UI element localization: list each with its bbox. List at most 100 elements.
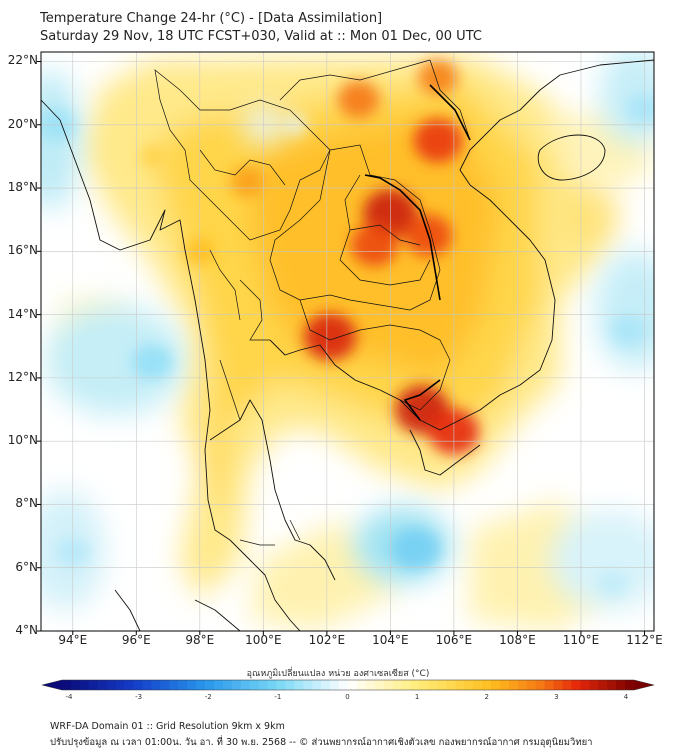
colorbar-segment bbox=[222, 680, 233, 690]
colorbar-segment bbox=[580, 680, 590, 690]
colorbar-segment bbox=[213, 680, 224, 690]
plot-frame bbox=[40, 51, 655, 632]
lat-label: 22°N bbox=[7, 53, 38, 68]
colorbar-segment bbox=[133, 680, 143, 690]
colorbar-min-arrow bbox=[42, 680, 62, 690]
colorbar-segment bbox=[598, 680, 608, 690]
colorbar-segment bbox=[491, 680, 501, 690]
coldspot-layer bbox=[41, 93, 654, 598]
colorbar-segment bbox=[419, 680, 429, 690]
colorbar-segment bbox=[616, 680, 626, 690]
colorbar-segment bbox=[482, 680, 492, 690]
colorbar-segment bbox=[410, 680, 420, 690]
colorbar-segment bbox=[321, 680, 331, 690]
colorbar-segment bbox=[187, 680, 197, 690]
hotspot-1 bbox=[350, 223, 398, 267]
colorbar-tick-label: -3 bbox=[135, 693, 143, 701]
lat-label: 16°N bbox=[7, 243, 38, 258]
colorbar-segment bbox=[544, 680, 554, 690]
hotspot-8 bbox=[418, 59, 458, 96]
hotspot-6 bbox=[413, 118, 463, 163]
lon-label: 102°E bbox=[308, 633, 346, 647]
colorbar-segment bbox=[178, 680, 188, 690]
colorbar-frame bbox=[41, 679, 655, 691]
hotspot-5 bbox=[303, 313, 357, 361]
lat-label: 18°N bbox=[7, 180, 38, 195]
lon-label: 112°E bbox=[626, 633, 663, 647]
colorbar-segment bbox=[365, 680, 376, 690]
colorbar-segment bbox=[446, 680, 456, 690]
colorbar-segment bbox=[589, 680, 599, 690]
lat-label: 4°N bbox=[15, 623, 38, 637]
colorbar-max-arrow bbox=[634, 680, 654, 690]
colorbar-segment bbox=[508, 680, 519, 690]
footer-model-info: WRF-DA Domain 01 :: Grid Resolution 9km … bbox=[50, 721, 285, 732]
colorbar-tick-label: 3 bbox=[554, 693, 559, 701]
colorbar-segment bbox=[124, 680, 134, 690]
coldspot-1 bbox=[131, 344, 173, 380]
colorbar-segment bbox=[249, 680, 260, 690]
colorbar-tick-label: -4 bbox=[65, 693, 73, 701]
colorbar-tick-label: 0 bbox=[345, 693, 350, 701]
colorbar-segment bbox=[562, 680, 572, 690]
lat-label: 12°N bbox=[7, 369, 38, 384]
colorbar-segment bbox=[401, 680, 411, 690]
axis-ticks bbox=[37, 60, 645, 635]
colorbar-segment bbox=[339, 680, 349, 690]
lon-label: 96°E bbox=[121, 633, 151, 647]
colorbar-segment bbox=[499, 680, 510, 690]
colorbar-segment bbox=[455, 680, 465, 690]
coldspot-5 bbox=[596, 569, 629, 598]
colorbar-segment bbox=[205, 680, 215, 690]
colorbar-segment bbox=[267, 680, 277, 690]
colorbar-segment bbox=[428, 680, 438, 690]
national-borders-bold bbox=[364, 84, 471, 421]
colorbar-segment bbox=[70, 680, 81, 690]
country-borders bbox=[154, 59, 471, 546]
colorbar-title: อุณหภูมิเปลี่ยนแปลง หน่วย องศาเซลเซียส (… bbox=[246, 669, 430, 679]
colorbar-segment bbox=[571, 680, 581, 690]
colorbar-segment bbox=[285, 680, 295, 690]
colorbar bbox=[41, 679, 655, 691]
colorbar-segment bbox=[240, 680, 251, 690]
colorbar-tick-label: 2 bbox=[484, 693, 489, 701]
hotspot-11 bbox=[141, 146, 164, 167]
colorbar-segment bbox=[464, 680, 474, 690]
coldspot-0 bbox=[391, 527, 441, 570]
colorbar-segment bbox=[356, 680, 367, 690]
colorbar-segment bbox=[374, 680, 385, 690]
lat-label: 8°N bbox=[15, 496, 38, 511]
lon-label: 110°E bbox=[562, 633, 600, 647]
colorbar-segment bbox=[625, 680, 635, 690]
hotspot-7 bbox=[337, 80, 380, 119]
colorbar-segment bbox=[330, 680, 340, 690]
colorbar-segment bbox=[231, 680, 242, 690]
colorbar-segment bbox=[348, 680, 358, 690]
colorbar-segment bbox=[97, 680, 108, 690]
colorbar-segment bbox=[526, 680, 537, 690]
colorbar-tick-label: -2 bbox=[204, 693, 212, 701]
hotspot-9 bbox=[230, 166, 265, 198]
colorbar-tick-label: 4 bbox=[623, 693, 629, 701]
colorbar-segment bbox=[383, 680, 394, 690]
colorbar-segment bbox=[160, 680, 170, 690]
temperature-change-map bbox=[37, 51, 655, 691]
colorbar-segment bbox=[196, 680, 206, 690]
lon-label: 108°E bbox=[499, 633, 536, 647]
colorbar-segment bbox=[142, 680, 152, 690]
map-title: Temperature Change 24-hr (°C) - [Data As… bbox=[40, 11, 383, 26]
colorbar-segment bbox=[88, 680, 99, 690]
coastlines bbox=[41, 59, 654, 631]
colorbar-segment bbox=[115, 680, 125, 690]
colorbar-segment bbox=[312, 680, 322, 690]
colorbar-tick-label: -1 bbox=[274, 693, 282, 701]
footer-credits: ปรับปรุงข้อมูล ณ เวลา 01:00น. วัน อา. ที… bbox=[50, 737, 593, 748]
colorbar-segment bbox=[294, 680, 304, 690]
colorbar-segment bbox=[607, 680, 617, 690]
colorbar-segment bbox=[437, 680, 447, 690]
lon-label: 94°E bbox=[58, 633, 88, 647]
lon-label: 98°E bbox=[185, 633, 215, 647]
lat-label: 14°N bbox=[7, 306, 38, 321]
colorbar-segment bbox=[79, 680, 90, 690]
colorbar-segment bbox=[169, 680, 179, 690]
